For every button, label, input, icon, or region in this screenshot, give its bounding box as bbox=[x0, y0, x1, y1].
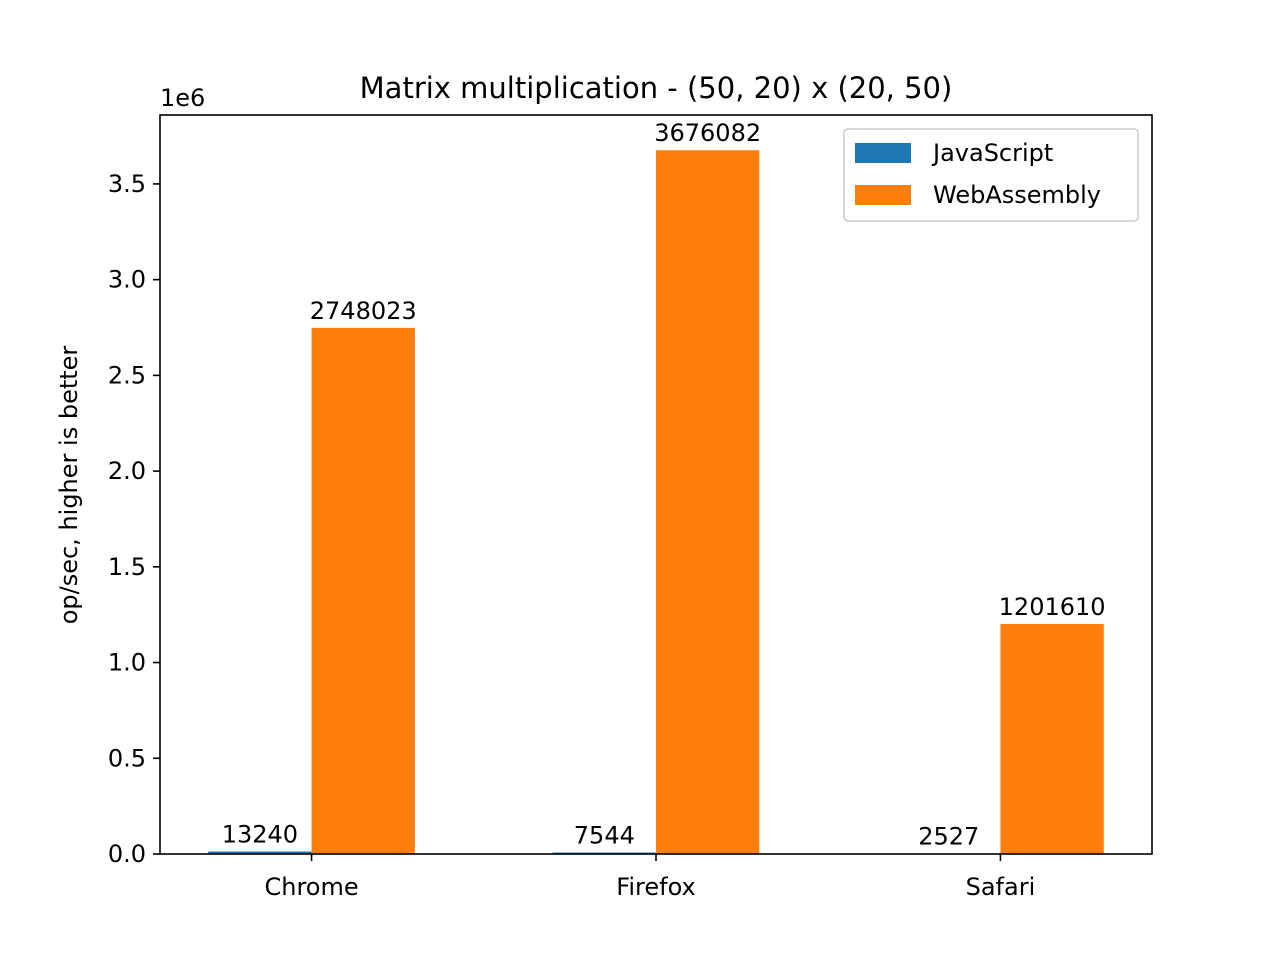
legend: JavaScript WebAssembly bbox=[843, 128, 1139, 222]
y-tick-label: 1.0 bbox=[108, 649, 146, 677]
y-tick-label: 2.5 bbox=[108, 361, 146, 389]
legend-swatch-webassembly bbox=[855, 185, 911, 205]
bar-value-label: 7544 bbox=[574, 822, 635, 850]
legend-label-javascript: JavaScript bbox=[931, 139, 1053, 167]
bars-group: 13240 7544 2527 2748023 3676082 1201610 bbox=[208, 119, 1106, 855]
y-axis-label: op/sec, higher is better bbox=[55, 346, 83, 625]
y-tick-label: 0.0 bbox=[108, 840, 146, 868]
y-tick-label: 3.0 bbox=[108, 266, 146, 294]
legend-box bbox=[843, 128, 1139, 222]
y-axis-offset-label: 1e6 bbox=[160, 84, 205, 112]
bar-javascript-chrome bbox=[208, 851, 312, 854]
bar-value-label: 1201610 bbox=[999, 593, 1106, 621]
x-axis: Chrome Firefox Safari bbox=[264, 854, 1035, 901]
x-tick-label-firefox: Firefox bbox=[616, 873, 695, 901]
x-tick-label-safari: Safari bbox=[966, 873, 1036, 901]
chart-title: Matrix multiplication - (50, 20) x (20, … bbox=[360, 71, 953, 105]
y-tick-label: 3.5 bbox=[108, 170, 146, 198]
bar-value-label: 13240 bbox=[222, 820, 298, 848]
y-tick-label: 2.0 bbox=[108, 457, 146, 485]
bar-webassembly-firefox bbox=[656, 150, 760, 854]
bar-value-label: 3676082 bbox=[654, 119, 761, 147]
bar-webassembly-chrome bbox=[311, 327, 415, 854]
legend-swatch-javascript bbox=[855, 143, 911, 163]
y-tick-label: 0.5 bbox=[108, 744, 146, 772]
plot-frame bbox=[159, 114, 1153, 855]
y-tick-label: 1.5 bbox=[108, 553, 146, 581]
bar-value-label: 2527 bbox=[918, 823, 979, 851]
y-axis: 0.0 0.5 1.0 1.5 2.0 2.5 3.0 3.5 bbox=[108, 170, 160, 868]
legend-label-webassembly: WebAssembly bbox=[933, 181, 1101, 209]
bar-value-label: 2748023 bbox=[310, 297, 417, 325]
x-tick-label-chrome: Chrome bbox=[264, 873, 358, 901]
bar-webassembly-safari bbox=[1000, 623, 1104, 854]
